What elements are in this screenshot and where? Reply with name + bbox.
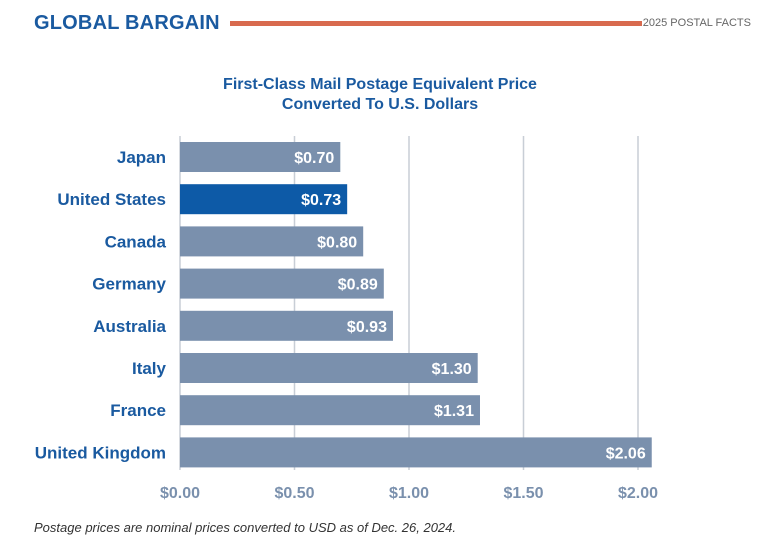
- category-label-2: Canada: [105, 232, 167, 251]
- x-tick-label-2: $1.00: [389, 485, 429, 502]
- value-label-2: $0.80: [317, 234, 357, 251]
- value-label-4: $0.93: [347, 319, 387, 336]
- bar-1: [180, 184, 348, 215]
- bar-4: [180, 310, 393, 341]
- bar-7: [180, 437, 652, 468]
- page-title: GLOBAL BARGAIN: [34, 12, 220, 34]
- header-tagline: 2025 POSTAL FACTS: [642, 17, 751, 29]
- bar-0: [180, 142, 341, 172]
- bar-3: [180, 268, 384, 299]
- category-label-4: Australia: [93, 317, 166, 336]
- value-label-7: $2.06: [606, 445, 646, 462]
- value-label-3: $0.89: [338, 277, 378, 294]
- header-divider: [230, 21, 642, 26]
- category-label-1: United States: [57, 190, 166, 209]
- chart-title: First-Class Mail Postage Equivalent Pric…: [223, 76, 537, 93]
- x-tick-label-4: $2.00: [618, 485, 658, 502]
- category-label-5: Italy: [132, 359, 167, 378]
- value-label-0: $0.70: [294, 150, 334, 167]
- bar-2: [180, 226, 364, 257]
- footnote: Postage prices are nominal prices conver…: [34, 520, 456, 535]
- x-tick-label-1: $0.50: [274, 485, 314, 502]
- category-label-0: Japan: [117, 148, 166, 167]
- chart-subtitle: Converted To U.S. Dollars: [281, 96, 479, 113]
- category-label-3: Germany: [92, 275, 166, 294]
- value-label-5: $1.30: [432, 361, 472, 378]
- category-label-6: France: [110, 401, 166, 420]
- value-label-1: $0.73: [301, 192, 341, 209]
- x-tick-label-0: $0.00: [160, 485, 200, 502]
- bar-6: [180, 395, 480, 426]
- x-tick-label-3: $1.50: [503, 485, 543, 502]
- category-label-7: United Kingdom: [35, 443, 166, 462]
- bar-5: [180, 353, 478, 383]
- value-label-6: $1.31: [434, 403, 474, 420]
